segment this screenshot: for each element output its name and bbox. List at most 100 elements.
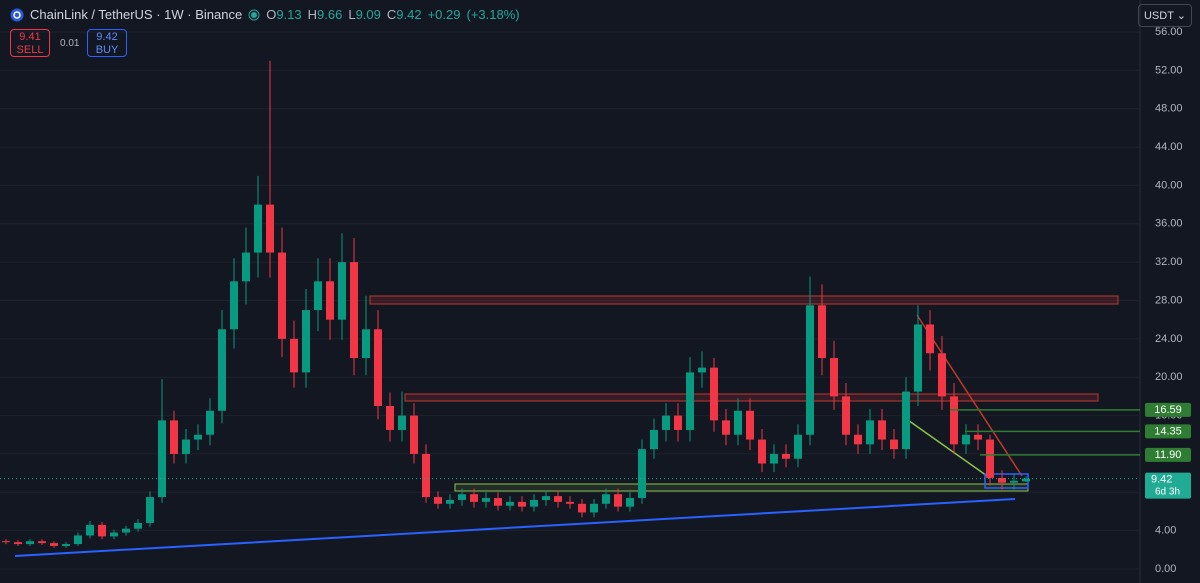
- candle-body: [830, 358, 838, 397]
- y-tick-label: 28.00: [1155, 294, 1183, 306]
- ohlc-value: 9.42: [396, 7, 422, 22]
- level-label: 11.90: [1155, 449, 1182, 461]
- candle-body: [494, 498, 502, 506]
- buy-price: 9.42: [96, 31, 118, 43]
- candle-body: [26, 541, 34, 545]
- candle-body: [938, 353, 946, 397]
- candle-body: [386, 405, 394, 430]
- drawings: [14, 295, 1119, 557]
- candle-body: [326, 281, 334, 320]
- trend-line: [916, 314, 1023, 477]
- sell-label: SELL: [16, 44, 44, 56]
- buy-button[interactable]: 9.42 BUY: [87, 29, 127, 57]
- candle-body: [734, 410, 742, 435]
- support-zone: [454, 483, 1029, 492]
- candle-body: [602, 494, 610, 504]
- buy-label: BUY: [95, 44, 119, 56]
- level-label: 14.35: [1154, 425, 1182, 437]
- candle-body: [242, 252, 250, 282]
- trend-line: [904, 417, 991, 479]
- y-tick-label: 56.00: [1155, 26, 1183, 38]
- candle-body: [206, 410, 214, 435]
- candle-body: [530, 499, 538, 507]
- candle-body: [590, 503, 598, 513]
- candle-body: [314, 281, 322, 311]
- candle-body: [482, 498, 490, 502]
- candle-body: [662, 415, 670, 430]
- candle-body: [998, 477, 1006, 483]
- candle-body: [182, 439, 190, 454]
- candle-body: [914, 324, 922, 392]
- candle-body: [62, 544, 70, 546]
- last-price-label: 9.42: [1151, 474, 1172, 486]
- candle-body: [110, 532, 118, 537]
- last-price-bg: [1145, 472, 1191, 499]
- candle-body: [518, 501, 526, 507]
- candle-body: [986, 439, 994, 478]
- candle-body: [278, 252, 286, 339]
- y-tick-label: 0.00: [1155, 563, 1176, 575]
- sell-price: 9.41: [19, 31, 41, 43]
- grid: [0, 31, 1140, 570]
- sell-button[interactable]: 9.41 SELL: [10, 29, 50, 57]
- level-label-bg: [1145, 424, 1191, 439]
- candle-body: [146, 497, 154, 523]
- candle-body: [458, 494, 466, 500]
- candle-body: [686, 372, 694, 430]
- candle-body: [230, 281, 238, 330]
- y-tick-label: 48.00: [1155, 103, 1183, 115]
- candle-body: [194, 434, 202, 440]
- candle-body: [878, 420, 886, 440]
- candle-body: [38, 541, 46, 544]
- candle-body: [578, 503, 586, 513]
- symbol-icon: [10, 8, 24, 21]
- change-pct: (+3.18%): [466, 7, 520, 22]
- ohlc-value: 9.66: [317, 7, 343, 22]
- ohlc-value: 9.13: [276, 7, 302, 22]
- candle-body: [770, 453, 778, 464]
- ohlc-key: H: [307, 7, 318, 22]
- candle-body: [926, 324, 934, 354]
- candle-body: [842, 396, 850, 435]
- currency: USDT: [1143, 10, 1174, 22]
- currency-select[interactable]: USDT ⌄: [1137, 4, 1192, 27]
- candle-body: [470, 494, 478, 502]
- ohlc-key: O: [266, 7, 277, 22]
- candle-body: [698, 367, 706, 373]
- candle-body: [374, 329, 382, 406]
- candle-body: [50, 543, 58, 546]
- candle-body: [422, 453, 430, 498]
- candle-body: [638, 449, 646, 499]
- price-axis: 0.004.008.0012.0016.0020.0024.0028.0032.…: [1145, 26, 1191, 575]
- candle-body: [566, 501, 574, 504]
- candle-body: [1010, 480, 1018, 483]
- candle-body: [158, 420, 166, 498]
- candle-body: [854, 434, 862, 445]
- candle-body: [410, 415, 418, 454]
- candle-body: [122, 528, 130, 533]
- candle-body: [626, 498, 634, 507]
- y-tick-label: 4.00: [1155, 525, 1176, 537]
- candle-body: [818, 305, 826, 359]
- candle-body: [866, 420, 874, 445]
- candle-body: [398, 415, 406, 430]
- ohlc-value: 9.09: [355, 7, 381, 22]
- status-dot: [248, 9, 260, 20]
- candle-body: [974, 434, 982, 440]
- candle-body: [746, 410, 754, 440]
- candle-body: [170, 420, 178, 454]
- candle-body: [74, 535, 82, 545]
- candle-body: [806, 305, 814, 435]
- candle-body: [2, 541, 10, 543]
- y-tick-label: 36.00: [1155, 218, 1183, 230]
- candle-body: [710, 367, 718, 421]
- candle-body: [134, 522, 142, 529]
- candle-body: [722, 420, 730, 435]
- header: ChainLink / TetherUS · 1W · Binance O9.1…: [10, 7, 520, 22]
- candle-body: [302, 310, 310, 373]
- candles: [0, 60, 1140, 548]
- candle-body: [266, 204, 274, 253]
- candle-body: [614, 494, 622, 507]
- y-tick-label: 32.00: [1155, 256, 1183, 268]
